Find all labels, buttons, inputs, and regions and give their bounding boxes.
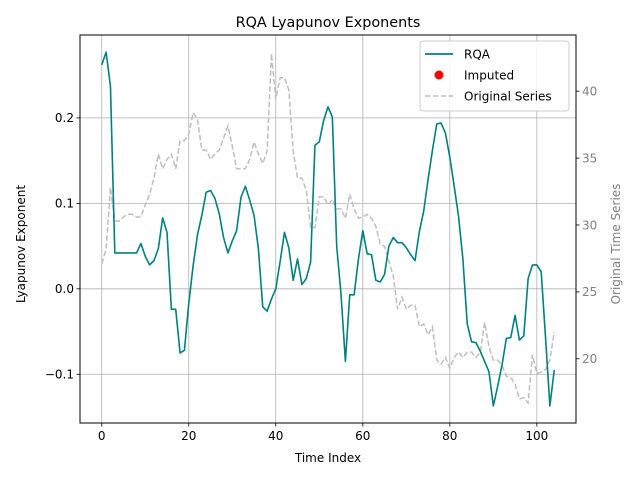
y2-tick-label: 30: [582, 218, 597, 232]
legend-entry-imputed: Imputed: [434, 69, 514, 83]
rqa-series-layer: [100, 51, 556, 407]
x-axis: 0 20 40 60 80 100: [98, 423, 548, 443]
rqa-line: [100, 51, 556, 407]
y-tick-label: 0.1: [55, 197, 74, 211]
legend-swatch-imputed: [434, 70, 444, 80]
legend-entry-original: Original Series: [425, 90, 552, 104]
x-axis-label: Time Index: [294, 451, 361, 465]
chart-title: RQA Lyapunov Exponents: [236, 15, 421, 31]
x-tick-label: 100: [525, 429, 548, 443]
y2-tick-label: 35: [582, 151, 597, 165]
original-series-layer: [101, 53, 555, 405]
plot-frame: [79, 34, 577, 424]
y2-tick-label: 40: [582, 84, 597, 98]
x-tick-label: 80: [442, 429, 457, 443]
y2-tick-label: 25: [582, 285, 597, 299]
legend-box: [419, 40, 570, 112]
legend-label-rqa: RQA: [464, 48, 491, 62]
x-tick-label: 40: [268, 429, 283, 443]
legend-label-imputed: Imputed: [464, 69, 514, 83]
original-series-line: [101, 53, 555, 405]
y-axis-right: 20 25 30 35 40: [576, 84, 597, 366]
legend: RQA Imputed Original Series: [419, 40, 570, 112]
y-axis-label: Lyapunov Exponent: [14, 185, 28, 303]
y-tick-label: −0.1: [45, 368, 74, 382]
legend-label-original: Original Series: [464, 90, 552, 104]
y2-tick-label: 20: [582, 352, 597, 366]
y-axis-left: −0.1 0.0 0.1 0.2: [45, 111, 80, 382]
y-tick-label: 0.2: [55, 111, 74, 125]
y-tick-label: 0.0: [55, 282, 74, 296]
legend-entry-rqa: RQA: [425, 48, 491, 62]
x-tick-label: 0: [98, 429, 106, 443]
x-tick-label: 20: [181, 429, 196, 443]
y2-axis-label: Original Time Series: [609, 184, 623, 305]
x-tick-label: 60: [355, 429, 370, 443]
